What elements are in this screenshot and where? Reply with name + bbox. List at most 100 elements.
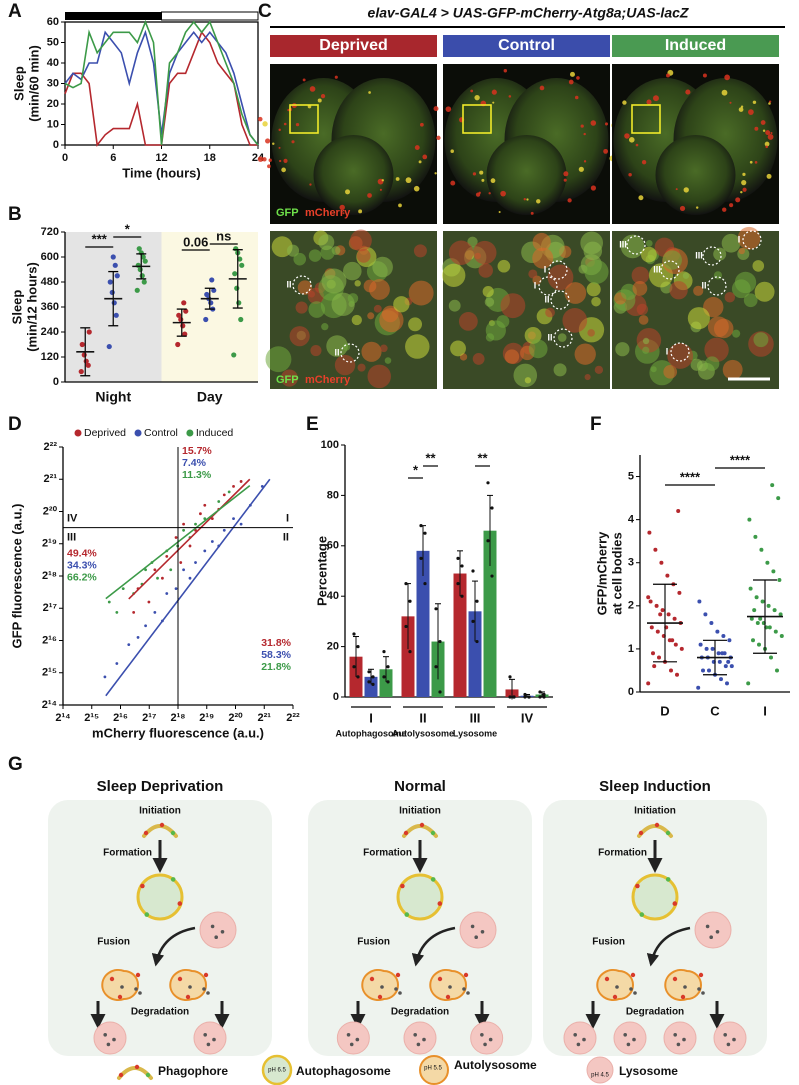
mcherry-puncta <box>574 95 579 100</box>
mcherry-puncta <box>735 197 741 203</box>
x-sub-label: Autolysosome <box>392 728 454 738</box>
data-dot <box>419 524 423 528</box>
enzyme-dot <box>683 985 687 989</box>
cell-point <box>239 522 243 526</box>
data-dot <box>111 300 117 306</box>
cell-point <box>165 592 169 595</box>
data-dot <box>755 621 760 626</box>
data-dot <box>716 651 721 656</box>
step-label: Formation <box>103 848 152 859</box>
enzyme-dot <box>623 1033 627 1037</box>
x-tick-label: 2¹⁸ <box>171 712 186 724</box>
data-dot <box>723 664 728 669</box>
data-dot <box>204 291 210 298</box>
data-dot <box>696 685 701 690</box>
enzyme-dot <box>355 1037 360 1042</box>
data-dot <box>404 582 408 586</box>
atg8-dot <box>463 972 469 978</box>
cell-signal <box>280 369 298 387</box>
atg8-dot <box>680 994 686 1000</box>
cell-signal <box>308 249 322 262</box>
mcherry-puncta <box>603 148 609 154</box>
cell-type-label: III <box>695 250 703 260</box>
cell-signal <box>379 344 388 353</box>
atg8-dot <box>145 1072 151 1078</box>
cell-signal <box>472 352 485 365</box>
cell-point <box>194 522 197 526</box>
cell-outline <box>660 260 680 280</box>
data-dot <box>727 638 732 643</box>
cell-point <box>239 480 243 483</box>
lysosome <box>336 1021 370 1055</box>
data-dot <box>140 254 146 260</box>
enzyme-dot <box>483 1042 487 1047</box>
cell-point <box>161 576 164 580</box>
cell-type-label: II <box>701 280 706 290</box>
data-dot <box>752 608 757 613</box>
legend-label: Autolysosome <box>454 1058 537 1072</box>
data-dot <box>717 659 722 664</box>
cell-point <box>165 554 169 558</box>
data-dot <box>209 277 215 283</box>
cell-point <box>174 587 178 590</box>
cell-type-label: II <box>544 294 549 304</box>
condition-column <box>443 35 610 57</box>
mcherry-puncta <box>628 173 632 177</box>
cell-signal <box>687 307 710 330</box>
data-dot <box>751 638 755 643</box>
lysosome <box>193 1021 227 1055</box>
y-tick-label: 2¹⁸ <box>42 570 57 582</box>
atg8-dot <box>404 912 410 917</box>
mcherry-puncta <box>414 145 420 150</box>
cell-outline <box>548 260 568 280</box>
cell-point <box>136 636 140 639</box>
atg8-dot <box>437 976 443 982</box>
mcherry-puncta <box>666 73 670 78</box>
enzyme-dot <box>413 1033 418 1037</box>
mcherry-puncta <box>317 98 322 103</box>
data-dot <box>710 646 715 651</box>
cell-point <box>115 662 119 665</box>
mcherry-puncta <box>470 89 474 93</box>
enzyme-dot <box>701 991 705 995</box>
x-tick-label: Day <box>197 389 223 405</box>
y-tick-label: 120 <box>41 351 59 363</box>
cell-signal <box>500 293 526 319</box>
x-tick-label: 2²¹ <box>258 712 272 724</box>
data-dot <box>779 633 784 638</box>
mcherry-puncta <box>490 178 496 184</box>
cell-signal <box>297 280 313 295</box>
mcherry-puncta <box>265 138 271 144</box>
atg8-dot <box>177 976 183 982</box>
enzyme-dot <box>629 987 633 991</box>
data-dot <box>773 629 778 634</box>
cell-signal <box>408 280 434 306</box>
mcherry-puncta <box>398 203 402 208</box>
cell-signal <box>753 332 769 348</box>
data-dot <box>83 358 89 364</box>
data-dot <box>456 556 460 561</box>
significance-label: *** <box>92 231 108 246</box>
bar <box>453 573 467 697</box>
quadrant-percent: 31.8% <box>261 637 291 649</box>
data-dot <box>675 672 679 677</box>
atg8-dot <box>144 912 150 917</box>
cell-outline <box>742 230 762 250</box>
data-dot <box>679 646 684 651</box>
mcherry-puncta <box>472 172 477 176</box>
enzyme-dot <box>709 935 713 939</box>
data-dot <box>475 639 479 644</box>
enzyme-dot <box>106 1042 111 1047</box>
mcherry-puncta <box>381 179 384 182</box>
x-tick-label: III <box>470 710 481 725</box>
cell-signal <box>594 365 604 375</box>
data-dot <box>475 599 479 603</box>
cell-signal <box>442 263 466 287</box>
cell-signal <box>732 329 741 338</box>
mcherry-puncta <box>563 178 567 182</box>
enzyme-dot <box>474 935 479 939</box>
data-dot <box>778 612 783 617</box>
data-dot <box>776 496 781 501</box>
mcherry-puncta <box>768 102 771 105</box>
y-tick-label: 2²² <box>44 441 58 453</box>
